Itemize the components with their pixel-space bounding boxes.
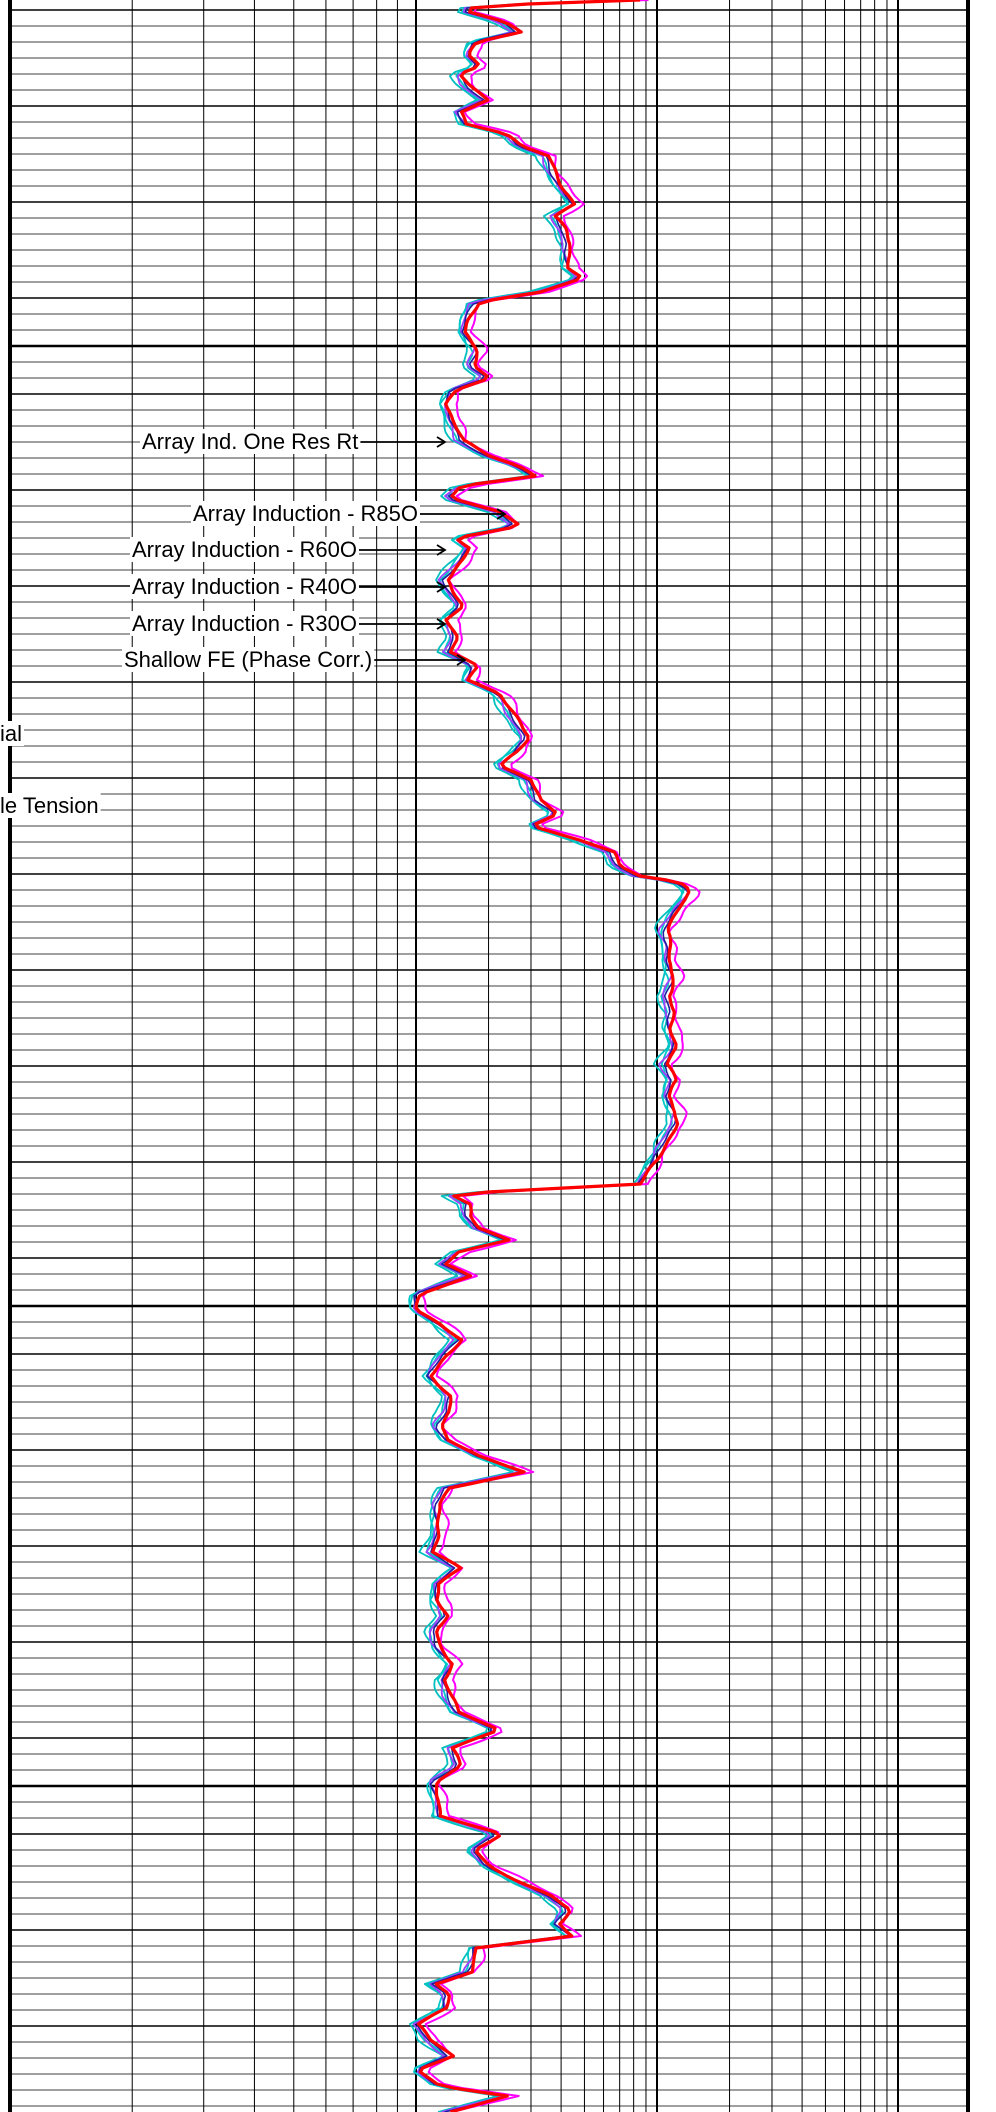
label-background bbox=[140, 429, 361, 454]
curve-array-ind-one-res-rt bbox=[414, 0, 691, 2112]
label-array-induction-r30o: Array Induction - R30O bbox=[132, 611, 357, 636]
label-background bbox=[130, 611, 359, 636]
curve-shallow-fe-phase-corr bbox=[422, 0, 701, 2112]
label-arrow-head bbox=[436, 581, 447, 593]
curve-array-induction-r60o bbox=[412, 0, 690, 2112]
label-ial: ial bbox=[0, 721, 22, 746]
curve-array-induction-r40o bbox=[408, 0, 683, 2112]
label-arrow-head bbox=[436, 436, 447, 448]
curve-array-induction-r85o bbox=[413, 0, 689, 2112]
label-array-induction-r60o: Array Induction - R60O bbox=[132, 537, 357, 562]
label-array-induction-r85o: Array Induction - R85O bbox=[193, 501, 418, 526]
log-grid bbox=[8, 0, 970, 2112]
label-shallow-fe: Shallow FE (Phase Corr.) bbox=[124, 647, 372, 672]
label-arrow-head bbox=[436, 618, 447, 630]
label-cable-tension: le Tension bbox=[0, 793, 99, 818]
label-arrow-head bbox=[456, 654, 467, 666]
label-array-induction-r40o: Array Induction - R40O bbox=[132, 574, 357, 599]
curve-layer bbox=[408, 0, 701, 2112]
label-background bbox=[122, 647, 375, 672]
label-array-ind-one-res-rt: Array Ind. One Res Rt bbox=[142, 429, 358, 454]
label-background bbox=[0, 721, 25, 746]
label-arrow-head bbox=[496, 508, 507, 520]
curve-array-induction-r30o bbox=[408, 0, 685, 2112]
label-background bbox=[130, 537, 359, 562]
label-background bbox=[130, 574, 359, 599]
label-background bbox=[0, 793, 101, 818]
label-background bbox=[191, 501, 420, 526]
curve-labels: Array Ind. One Res Rt Array Induction - … bbox=[0, 429, 507, 818]
label-arrow-head bbox=[436, 544, 447, 556]
